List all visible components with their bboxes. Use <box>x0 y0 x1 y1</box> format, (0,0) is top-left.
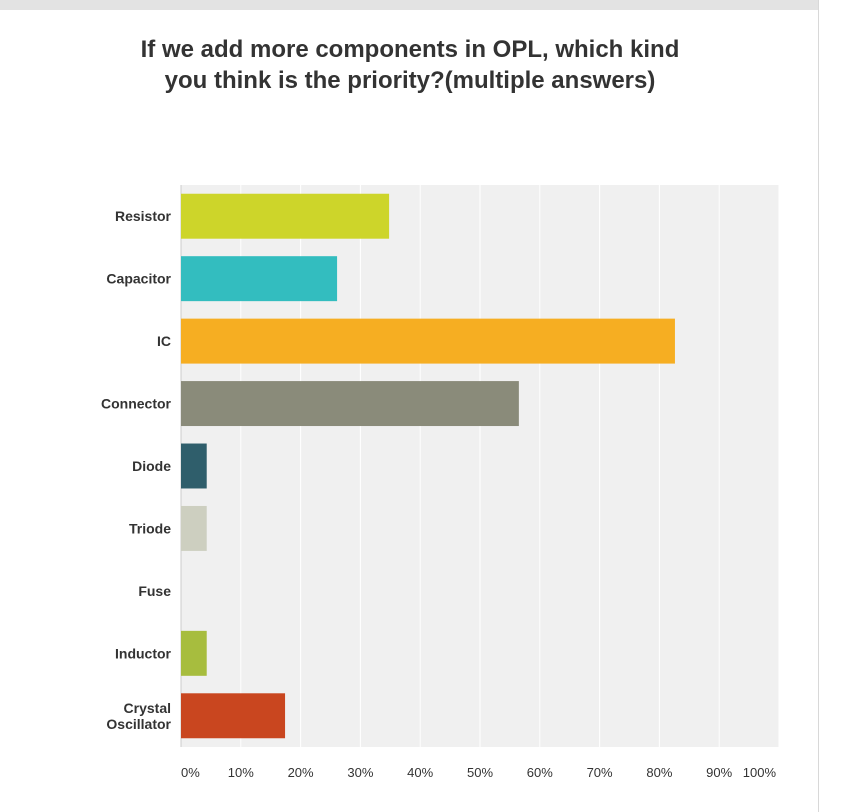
x-tick-label: 60% <box>527 765 553 780</box>
x-tick-label: 10% <box>228 765 254 780</box>
x-tick-label: 20% <box>288 765 314 780</box>
bar-triode <box>181 505 207 551</box>
x-tick-label: 70% <box>587 765 613 780</box>
bar-ic <box>181 318 675 364</box>
category-label: IC <box>157 333 171 349</box>
category-label: Connector <box>101 396 172 412</box>
x-tick-label: 0% <box>181 765 200 780</box>
bar-diode <box>181 443 207 489</box>
x-tick-label: 80% <box>646 765 672 780</box>
bar-crystal-oscillator <box>181 693 286 739</box>
category-label: Triode <box>129 520 171 536</box>
category-label: Capacitor <box>106 271 171 287</box>
bar-capacitor <box>181 256 338 302</box>
category-label: Inductor <box>115 645 172 661</box>
category-label: Diode <box>132 458 171 474</box>
bar-connector <box>181 381 519 427</box>
bar-inductor <box>181 630 207 676</box>
x-tick-label: 30% <box>347 765 373 780</box>
panel-border <box>818 0 819 812</box>
x-tick-label: 90% <box>706 765 732 780</box>
x-tick-label: 50% <box>467 765 493 780</box>
top-strip <box>0 0 818 10</box>
x-tick-label: 40% <box>407 765 433 780</box>
chart-title: If we add more components in OPL, which … <box>140 36 680 94</box>
bar-resistor <box>181 193 390 239</box>
category-label: Resistor <box>115 208 172 224</box>
category-label: Crystal Oscillator <box>106 700 171 732</box>
x-tick-label: 100% <box>743 765 777 780</box>
category-label: Fuse <box>138 583 171 599</box>
